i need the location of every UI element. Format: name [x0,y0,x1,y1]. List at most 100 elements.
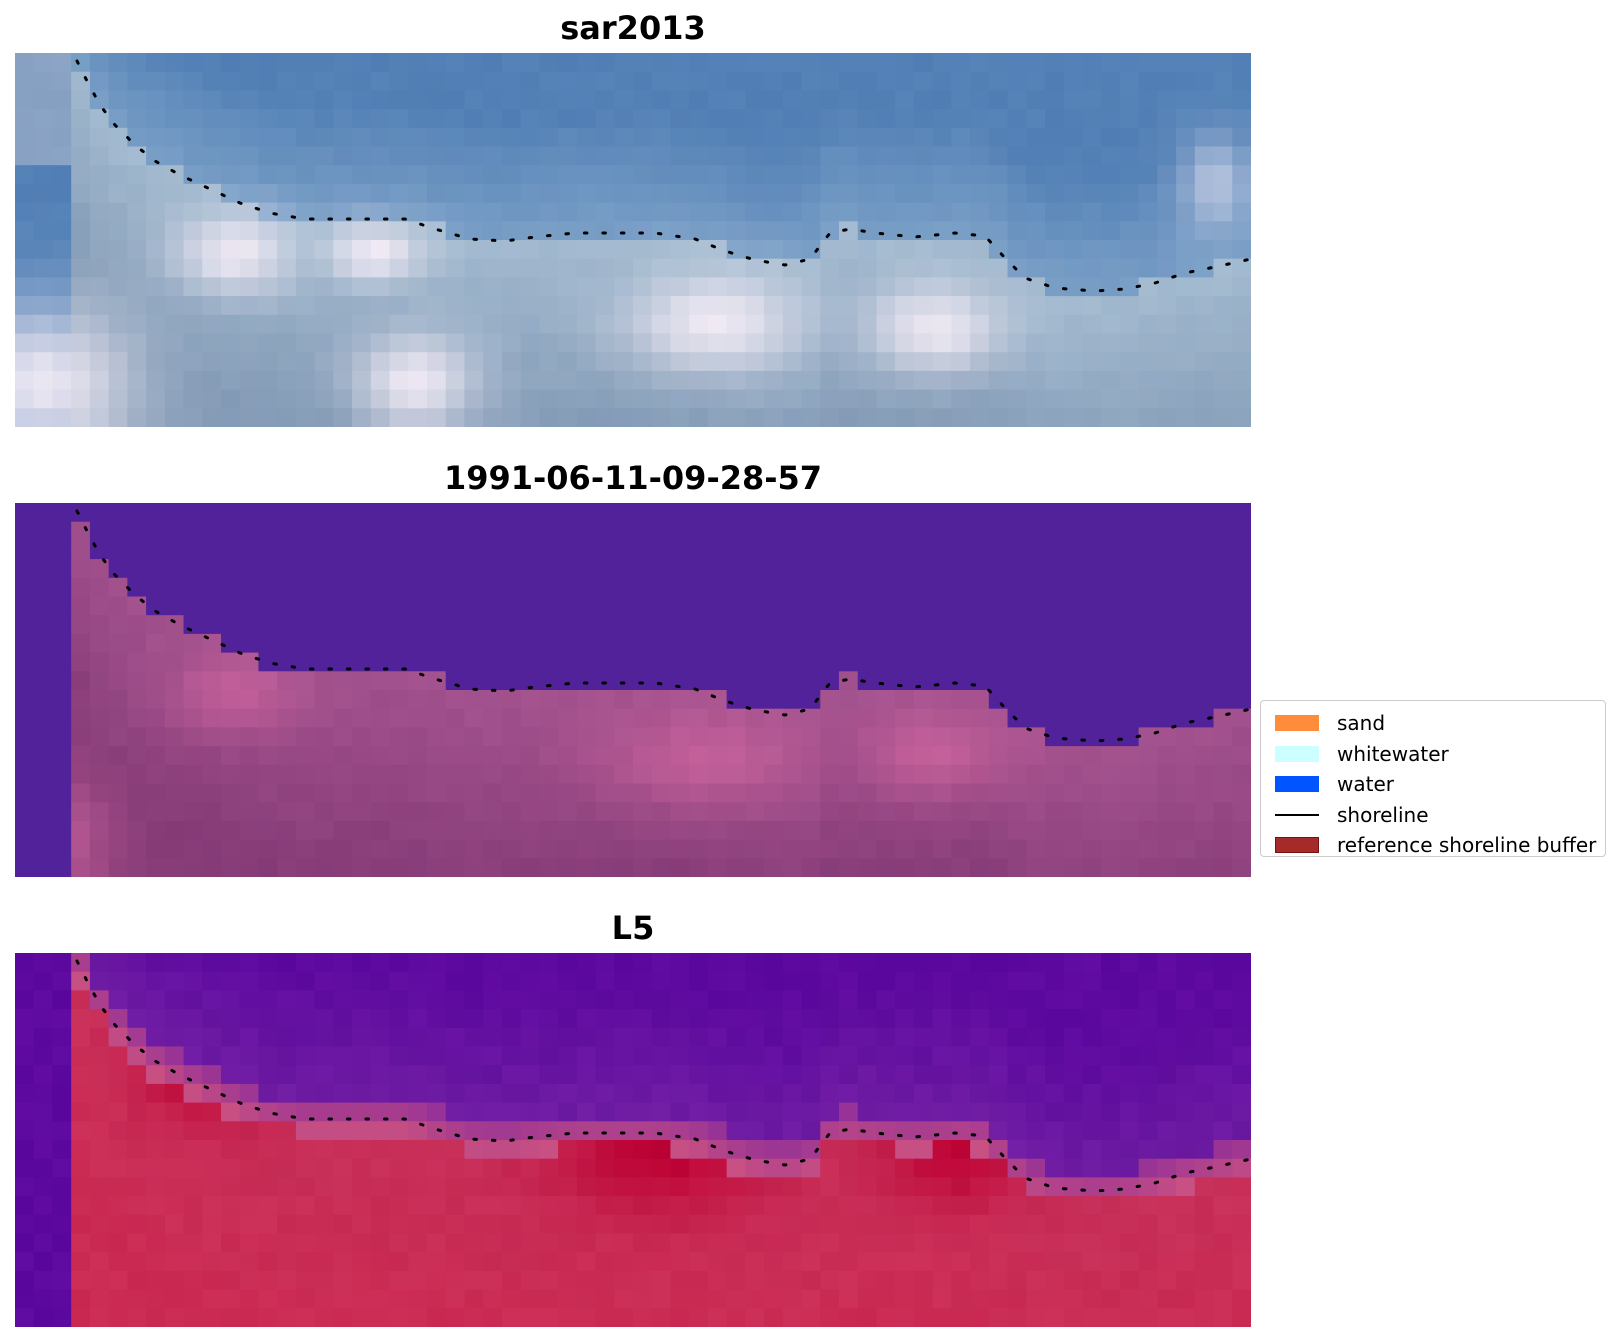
image-pixel [988,109,1009,129]
image-pixel [1232,1121,1251,1141]
image-pixel [146,559,166,579]
image-pixel [1176,1177,1196,1197]
image-pixel [483,408,503,427]
image-pixel [127,802,147,822]
image-pixel [1194,1027,1215,1048]
image-pixel [408,764,428,785]
image-pixel [764,633,784,654]
image-pixel [239,1214,260,1235]
image-pixel [1007,221,1027,241]
image-pixel [127,71,147,91]
image-pixel [876,127,896,148]
image-pixel [445,1158,466,1178]
image-pixel [970,183,990,204]
image-pixel [483,314,503,335]
image-pixel [1063,708,1084,728]
image-pixel [370,1233,391,1253]
image-pixel [857,708,878,728]
image-pixel [352,71,372,91]
image-pixel [183,820,203,841]
image-pixel [333,1214,353,1235]
image-pixel [595,240,615,260]
image-pixel [33,596,54,616]
image-pixel [277,1177,297,1197]
image-pixel [89,783,110,803]
image-pixel [427,296,447,316]
image-pixel [314,971,334,991]
image-pixel [913,1270,934,1291]
image-pixel [352,633,372,654]
image-pixel [651,690,672,710]
image-pixel [89,521,110,541]
image-pixel [1026,671,1046,691]
image-pixel [820,727,840,747]
image-pixel [1101,183,1121,204]
image-pixel [146,165,166,185]
image-pixel [202,615,222,635]
image-pixel [464,240,484,260]
image-pixel [857,221,878,241]
image-pixel [408,690,428,710]
image-pixel [558,690,578,710]
image-pixel [352,352,372,372]
image-pixel [876,240,896,260]
image-pixel [895,1046,915,1066]
image-pixel [445,277,466,297]
image-pixel [876,165,896,185]
image-pixel [108,839,128,859]
image-pixel [1232,389,1251,409]
image-pixel [876,1214,896,1235]
image-pixel [801,727,821,747]
image-pixel [464,1308,484,1327]
image-pixel [988,1252,1009,1272]
image-pixel [501,1027,522,1048]
image-pixel [1063,727,1084,747]
image-pixel [108,633,128,654]
image-pixel [1101,1196,1121,1216]
image-pixel [15,540,35,560]
image-pixel [277,408,297,427]
image-pixel [146,615,166,635]
image-pixel [576,708,597,728]
image-pixel [745,1027,765,1048]
image-pixel [876,1083,896,1104]
image-pixel [707,615,728,635]
image-pixel [1026,1233,1046,1253]
image-pixel [782,839,803,859]
image-pixel [876,953,896,973]
image-pixel [483,596,503,616]
image-pixel [127,202,147,222]
image-pixel [633,652,653,672]
image-pixel [15,183,35,204]
image-pixel [745,1102,765,1122]
image-pixel [89,596,110,616]
image-pixel [1232,314,1251,335]
image-pixel [314,1140,334,1160]
image-pixel [314,183,334,204]
image-pixel [988,1214,1009,1235]
image-pixel [52,370,72,391]
image-pixel [576,727,597,747]
image-pixel [408,727,428,747]
image-pixel [951,1196,971,1216]
image-pixel [445,671,466,691]
image-pixel [483,53,503,73]
image-pixel [782,1214,803,1235]
image-pixel [1232,90,1251,110]
image-pixel [445,1252,466,1272]
image-pixel [483,1046,503,1066]
image-pixel [333,202,353,222]
image-pixel [389,408,409,427]
image-pixel [389,596,409,616]
image-pixel [595,727,615,747]
image-pixel [633,408,653,427]
image-pixel [951,109,971,129]
image-pixel [1045,764,1065,785]
image-pixel [146,71,166,91]
image-pixel [1007,1046,1027,1066]
image-pixel [427,352,447,372]
image-pixel [576,1289,597,1309]
image-pixel [501,1177,522,1197]
image-pixel [651,1065,672,1085]
image-pixel [614,1046,634,1066]
